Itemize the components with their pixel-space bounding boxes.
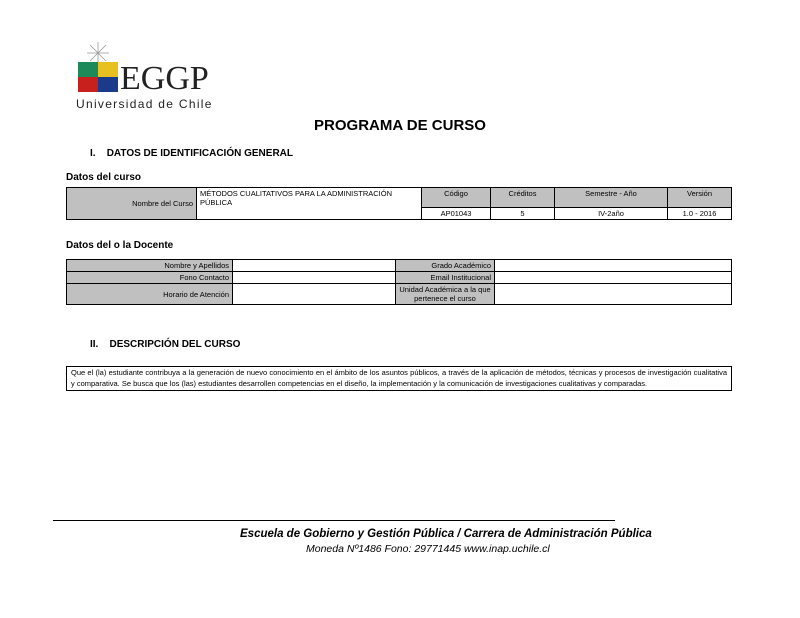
header-creditos: Créditos xyxy=(490,187,555,208)
field-unidad xyxy=(494,283,732,305)
field-grado xyxy=(494,259,732,272)
field-fono xyxy=(232,271,396,284)
header-codigo: Código xyxy=(421,187,491,208)
eggp-logo: EGGP Universidad de Chile xyxy=(76,42,236,114)
footer-contact: Moneda Nº1486 Fono: 29771445 www.inap.uc… xyxy=(306,543,550,555)
field-horario xyxy=(232,283,396,305)
field-nombre xyxy=(232,259,396,272)
course-name: MÉTODOS CUALITATIVOS PARA LA ADMINISTRAC… xyxy=(196,187,422,220)
label-fono: Fono Contacto xyxy=(66,271,233,284)
label-grado: Grado Académico xyxy=(395,259,495,272)
course-name-label: Nombre del Curso xyxy=(66,187,197,220)
value-creditos: 5 xyxy=(490,207,555,220)
field-email xyxy=(494,271,732,284)
value-version: 1.0 - 2016 xyxy=(667,207,732,220)
svg-text:EGGP: EGGP xyxy=(120,60,209,97)
course-description: Que el (la) estudiante contribuya a la g… xyxy=(66,366,732,391)
value-semestre: IV-2año xyxy=(554,207,668,220)
value-codigo: AP01043 xyxy=(421,207,491,220)
teacher-table: Nombre y Apellidos Grado Académico Fono C… xyxy=(66,259,732,305)
page-title: PROGRAMA DE CURSO xyxy=(314,117,486,134)
label-unidad: Unidad Académica a la que pertenece el c… xyxy=(395,283,495,305)
footer-school: Escuela de Gobierno y Gestión Pública / … xyxy=(240,528,652,540)
label-email: Email Institucional xyxy=(395,271,495,284)
course-table: Nombre del Curso MÉTODOS CUALITATIVOS PA… xyxy=(66,187,732,220)
header-semestre: Semestre - Año xyxy=(554,187,668,208)
label-horario: Horario de Atención xyxy=(66,283,233,305)
label-nombre: Nombre y Apellidos xyxy=(66,259,233,272)
header-version: Versión xyxy=(667,187,732,208)
section-2-heading: II. DESCRIPCIÓN DEL CURSO xyxy=(90,339,241,350)
course-data-heading: Datos del curso xyxy=(66,172,142,183)
section-1-heading: I. DATOS DE IDENTIFICACIÓN GENERAL xyxy=(90,148,293,159)
footer-divider xyxy=(53,520,615,521)
svg-text:Universidad de Chile: Universidad de Chile xyxy=(76,97,213,111)
teacher-data-heading: Datos del o la Docente xyxy=(66,240,174,251)
